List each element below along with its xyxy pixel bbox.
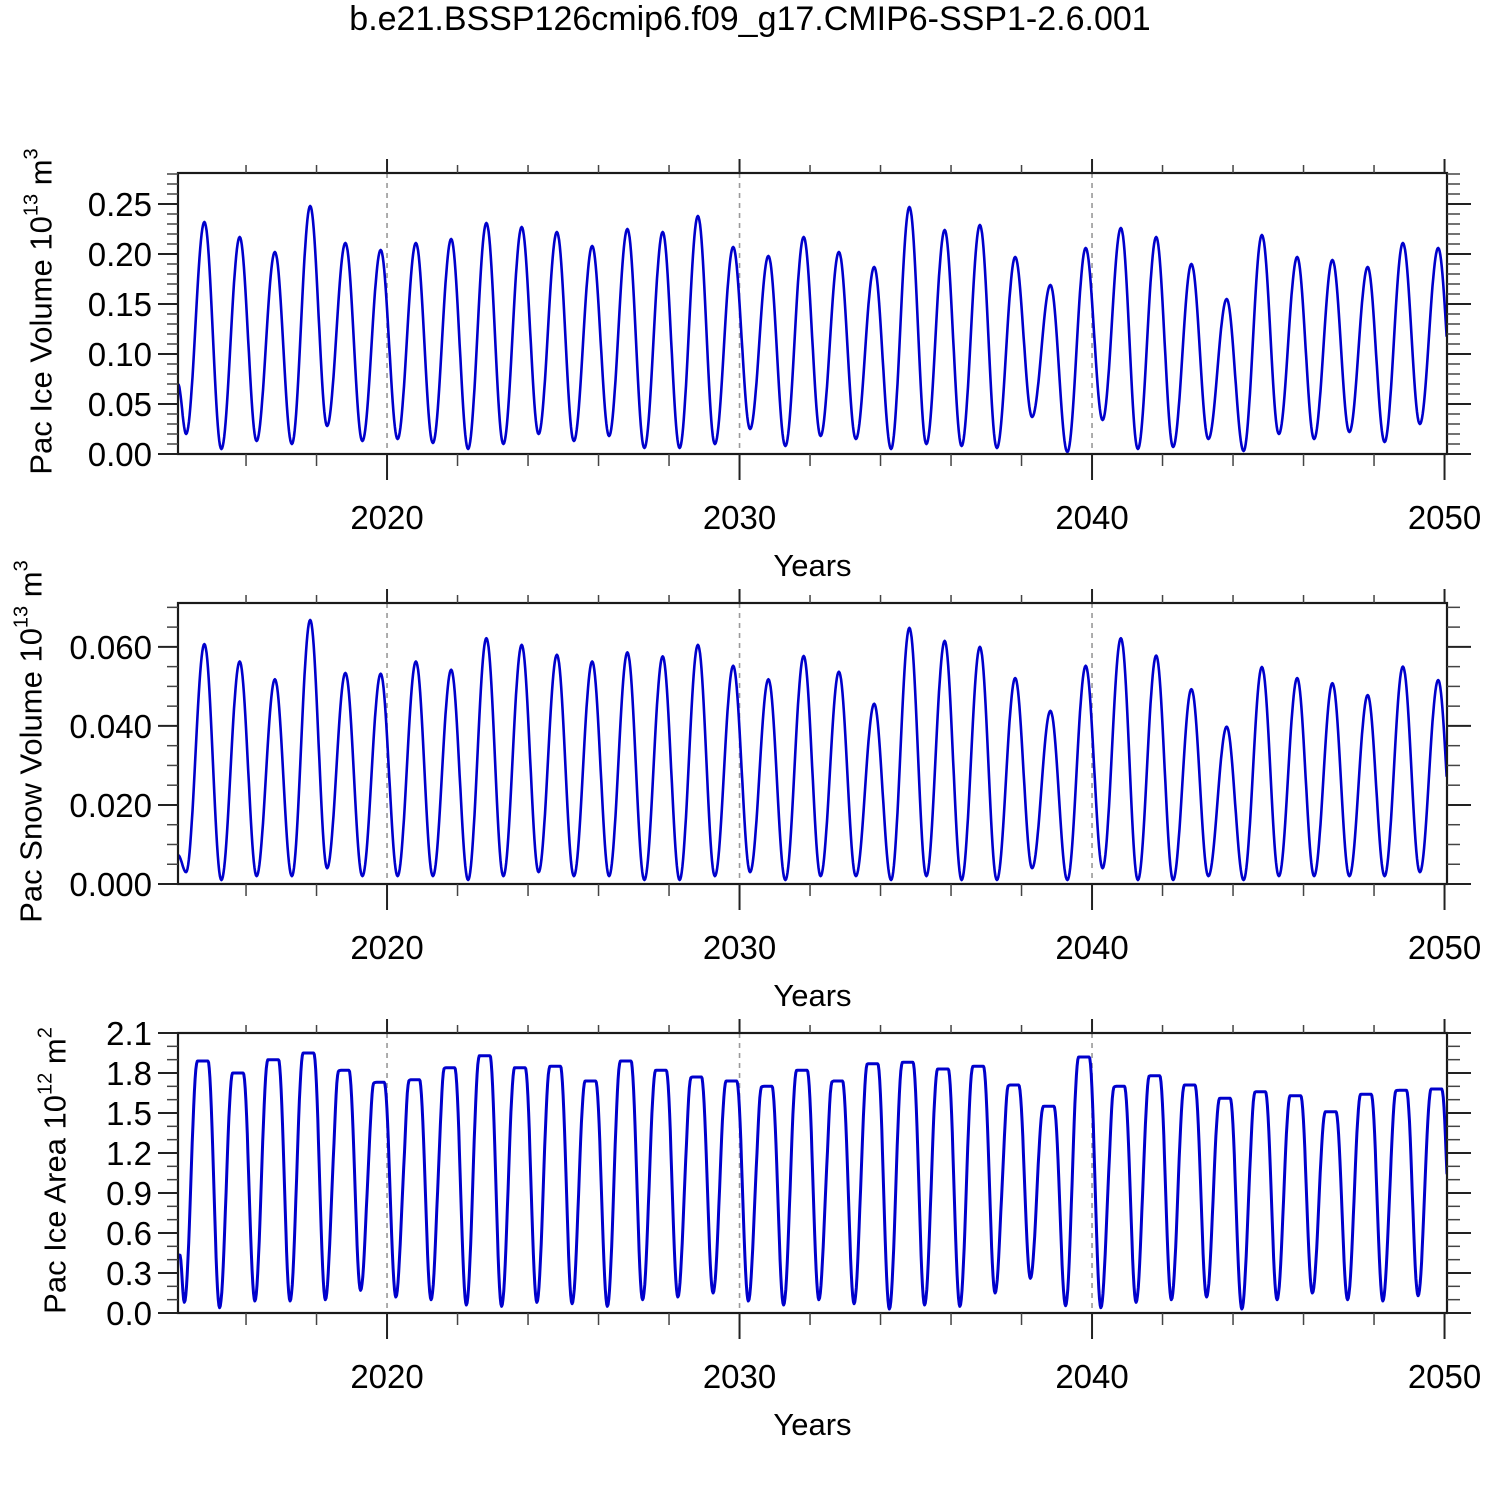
x-tick-label: 2030 <box>703 929 776 966</box>
y-tick-label: 0.25 <box>88 186 152 223</box>
x-tick-label: 2030 <box>703 1358 776 1395</box>
panel-pac-ice-area: 0.00.30.60.91.21.51.82.1 2020 2030 2040 2050… <box>106 1015 1481 1442</box>
y-tick-label: 0.05 <box>88 386 152 423</box>
y-tick-label: 1.2 <box>106 1135 152 1172</box>
y-tick-label: 1.5 <box>106 1095 152 1132</box>
x-axis-title: Years <box>773 978 851 1013</box>
y-tick-label: 0.9 <box>106 1175 152 1212</box>
x-ticks <box>245 589 1446 910</box>
x-tick-label: 2050 <box>1408 499 1481 536</box>
plot-frame <box>176 1031 1449 1315</box>
y-ticks <box>158 606 1471 885</box>
plot-frame <box>176 171 1449 456</box>
y-tick-label: 0.00 <box>88 436 152 473</box>
x-tick-label: 2030 <box>703 499 776 536</box>
y-ticks <box>158 1032 1471 1314</box>
x-tick-label: 2040 <box>1055 499 1128 536</box>
x-tick-label: 2040 <box>1055 1358 1128 1395</box>
x-tick-label: 2020 <box>350 1358 423 1395</box>
x-tick-label: 2020 <box>350 929 423 966</box>
x-tick-label: 2050 <box>1408 929 1481 966</box>
series-line-pac-ice-area <box>178 1051 1447 1311</box>
figure-title: b.e21.BSSP126cmip6.f09_g17.CMIP6-SSP1-2.… <box>349 0 1151 38</box>
x-axis-title: Years <box>773 1407 851 1442</box>
y-tick-label: 1.8 <box>106 1055 152 1092</box>
y-tick-label: 2.1 <box>106 1015 152 1052</box>
y-tick-label: 0.6 <box>106 1215 152 1252</box>
y-tick-label: 0.060 <box>69 629 152 666</box>
x-tick-label: 2050 <box>1408 1358 1481 1395</box>
y-tick-label: 0.20 <box>88 236 152 273</box>
y-tick-label: 0.0 <box>106 1295 152 1332</box>
x-ticks <box>245 159 1446 480</box>
panel-pac-ice-volume: 0.00 0.05 0.10 0.15 0.20 0.25 2020 2030 2040 2050… <box>88 159 1481 583</box>
x-axis-title: Years <box>773 548 851 583</box>
plot-frame <box>176 601 1449 886</box>
y-tick-label: 0.15 <box>88 286 152 323</box>
x-ticks <box>245 1019 1446 1339</box>
series-line-pac-snow-volume <box>178 618 1447 882</box>
series-line-pac-ice-volume <box>178 204 1447 454</box>
x-tick-label: 2020 <box>350 499 423 536</box>
y-tick-label: 0.020 <box>69 787 152 824</box>
y-tick-label: 0.000 <box>69 866 152 903</box>
y-tick-label: 0.040 <box>69 708 152 745</box>
panel-pac-snow-volume: 0.000 0.020 0.040 0.060 2020 2030 2040 2050 Year… <box>69 589 1481 1013</box>
y-ticks <box>158 173 1471 455</box>
y-tick-label: 0.3 <box>106 1255 152 1292</box>
y-tick-label: 0.10 <box>88 336 152 373</box>
x-tick-label: 2040 <box>1055 929 1128 966</box>
